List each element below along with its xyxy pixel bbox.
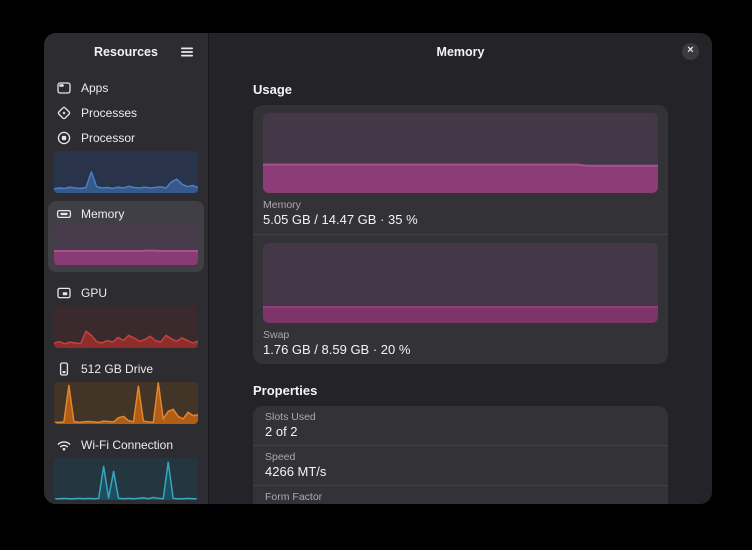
main-pane: Memory × Usage Memory 5.05 GB / 14.47 GB… [208, 33, 712, 504]
sidebar-item-label: GPU [81, 285, 108, 300]
memory-icon [56, 206, 72, 222]
sidebar-item-label: Wi-Fi Connection [81, 437, 174, 452]
sidebar-item-processor[interactable]: Processor [54, 125, 198, 150]
property-row-form-factor: Form Factor Row Of Chips [253, 486, 668, 504]
usage-card: Memory 5.05 GB / 14.47 GB · 35 % Swap 1.… [253, 105, 668, 364]
sidebar-item-apps[interactable]: Apps [54, 75, 198, 100]
divider [253, 485, 668, 486]
usage-heading: Usage [253, 82, 293, 97]
sidebar-item-drive[interactable]: 512 GB Drive [54, 356, 198, 381]
processor-icon [56, 130, 72, 146]
wifi-sparkline [54, 458, 198, 500]
processor-sparkline [54, 151, 198, 193]
gpu-sparkline [54, 306, 198, 348]
drive-icon [56, 361, 72, 377]
memory-usage-value: 5.05 GB / 14.47 GB · 35 % [263, 212, 418, 227]
property-label: Form Factor [265, 491, 323, 503]
divider [253, 445, 668, 446]
memory-usage-row: Memory 5.05 GB / 14.47 GB · 35 % [253, 105, 668, 234]
memory-sparkline [54, 226, 198, 265]
wifi-icon [56, 437, 72, 453]
menu-button[interactable] [176, 42, 198, 62]
sidebar-item-processes[interactable]: Processes [54, 100, 198, 125]
main-header: Memory × [209, 33, 712, 71]
property-label: Slots Used [265, 411, 316, 423]
sidebar-list: Apps Processes [44, 71, 208, 504]
app-title: Resources [94, 45, 158, 59]
sidebar-header: Resources [44, 33, 208, 71]
memory-usage-label: Memory [263, 199, 301, 211]
drive-sparkline [54, 382, 198, 424]
property-label: Speed [265, 451, 296, 463]
properties-card: Slots Used 2 of 2 Speed 4266 MT/s Form F… [253, 406, 668, 504]
divider [253, 234, 668, 235]
processes-icon [56, 105, 72, 121]
resources-app-window: Resources [44, 33, 712, 504]
close-button[interactable]: × [682, 43, 699, 60]
sidebar-item-memory-row: Memory [54, 201, 198, 226]
property-value: 2 of 2 [265, 424, 298, 439]
swap-usage-value: 1.76 GB / 8.59 GB · 20 % [263, 342, 411, 357]
close-icon: × [687, 44, 694, 56]
sidebar-item-wifi[interactable]: Wi-Fi Connection [54, 432, 198, 457]
swap-usage-chart [263, 243, 658, 323]
apps-icon [56, 80, 72, 96]
sidebar-item-label: 512 GB Drive [81, 361, 154, 376]
main-content: Usage Memory 5.05 GB / 14.47 GB · 35 % S… [209, 71, 712, 504]
property-row-slots: Slots Used 2 of 2 [253, 406, 668, 445]
sidebar-item-memory[interactable]: Memory [48, 201, 204, 272]
swap-usage-row: Swap 1.76 GB / 8.59 GB · 20 % [253, 235, 668, 364]
sidebar: Resources [44, 33, 208, 504]
memory-usage-chart [263, 113, 658, 193]
properties-heading: Properties [253, 383, 318, 398]
page-title: Memory [436, 45, 485, 59]
swap-usage-label: Swap [263, 329, 290, 341]
sidebar-item-label: Apps [81, 80, 109, 95]
sidebar-item-label: Processor [81, 130, 136, 145]
sidebar-item-label: Memory [81, 206, 125, 221]
menu-icon [180, 46, 194, 58]
gpu-icon [56, 285, 72, 301]
sidebar-item-label: Processes [81, 105, 138, 120]
property-row-speed: Speed 4266 MT/s [253, 446, 668, 485]
property-value: 4266 MT/s [265, 464, 327, 479]
sidebar-item-gpu[interactable]: GPU [54, 280, 198, 305]
